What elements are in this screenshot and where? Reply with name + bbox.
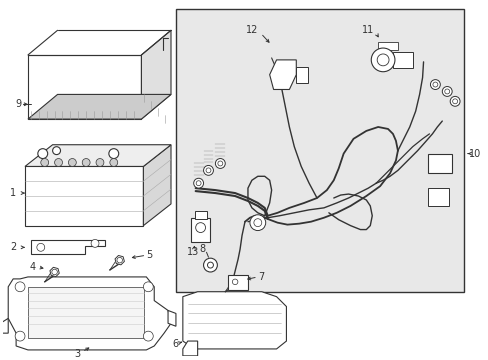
Polygon shape bbox=[50, 267, 59, 276]
Text: 5: 5 bbox=[146, 250, 152, 260]
Text: 4: 4 bbox=[30, 262, 36, 272]
Circle shape bbox=[195, 223, 205, 233]
Circle shape bbox=[117, 257, 122, 263]
Circle shape bbox=[444, 89, 449, 94]
Text: 2: 2 bbox=[10, 242, 16, 252]
Bar bbox=[28, 287, 144, 338]
Circle shape bbox=[203, 166, 213, 175]
Circle shape bbox=[432, 82, 437, 87]
Bar bbox=[176, 9, 463, 292]
Circle shape bbox=[232, 279, 237, 285]
Polygon shape bbox=[190, 218, 210, 242]
Text: 1: 1 bbox=[10, 188, 16, 198]
Circle shape bbox=[91, 239, 99, 247]
Bar bbox=[194, 211, 206, 219]
Polygon shape bbox=[143, 145, 171, 226]
Circle shape bbox=[143, 282, 153, 292]
Circle shape bbox=[429, 80, 439, 90]
Bar bbox=[228, 275, 247, 290]
Bar bbox=[392, 52, 412, 68]
Circle shape bbox=[441, 86, 451, 96]
Polygon shape bbox=[28, 55, 141, 119]
Circle shape bbox=[53, 147, 61, 154]
Circle shape bbox=[249, 215, 265, 230]
Circle shape bbox=[203, 258, 217, 272]
Circle shape bbox=[110, 158, 118, 166]
Circle shape bbox=[96, 158, 104, 166]
Circle shape bbox=[207, 262, 213, 268]
Circle shape bbox=[15, 331, 25, 341]
Polygon shape bbox=[141, 30, 171, 119]
Text: 10: 10 bbox=[468, 149, 480, 159]
Circle shape bbox=[38, 149, 48, 158]
Circle shape bbox=[109, 149, 119, 158]
Text: 6: 6 bbox=[173, 339, 179, 349]
Circle shape bbox=[370, 48, 394, 72]
Circle shape bbox=[143, 331, 153, 341]
Circle shape bbox=[452, 99, 457, 104]
Circle shape bbox=[68, 158, 76, 166]
Circle shape bbox=[15, 282, 25, 292]
Polygon shape bbox=[25, 166, 143, 226]
Polygon shape bbox=[183, 292, 286, 349]
Circle shape bbox=[82, 158, 90, 166]
Text: 13: 13 bbox=[186, 247, 199, 257]
Polygon shape bbox=[230, 277, 239, 287]
Polygon shape bbox=[168, 310, 176, 326]
Circle shape bbox=[55, 158, 62, 166]
Bar bbox=[427, 154, 451, 173]
Text: 11: 11 bbox=[362, 25, 374, 35]
Text: 12: 12 bbox=[245, 25, 258, 35]
Circle shape bbox=[218, 161, 223, 166]
Bar bbox=[296, 67, 307, 82]
Text: 7: 7 bbox=[258, 272, 264, 282]
Circle shape bbox=[449, 96, 459, 106]
Text: 9: 9 bbox=[15, 99, 21, 109]
Circle shape bbox=[37, 243, 44, 251]
Circle shape bbox=[215, 158, 225, 168]
Text: 8: 8 bbox=[199, 244, 205, 254]
Text: 3: 3 bbox=[74, 349, 80, 359]
Bar bbox=[377, 42, 397, 50]
Circle shape bbox=[253, 219, 261, 226]
Circle shape bbox=[41, 158, 49, 166]
Circle shape bbox=[196, 181, 201, 186]
Polygon shape bbox=[28, 94, 171, 119]
Polygon shape bbox=[8, 277, 171, 350]
Circle shape bbox=[205, 168, 210, 173]
Polygon shape bbox=[115, 256, 124, 265]
Polygon shape bbox=[269, 60, 296, 90]
Circle shape bbox=[52, 269, 57, 275]
Polygon shape bbox=[25, 145, 171, 166]
Circle shape bbox=[376, 54, 388, 66]
Bar bbox=[427, 188, 448, 206]
Polygon shape bbox=[183, 341, 197, 356]
Polygon shape bbox=[31, 240, 105, 254]
Circle shape bbox=[193, 178, 203, 188]
Polygon shape bbox=[0, 318, 8, 333]
